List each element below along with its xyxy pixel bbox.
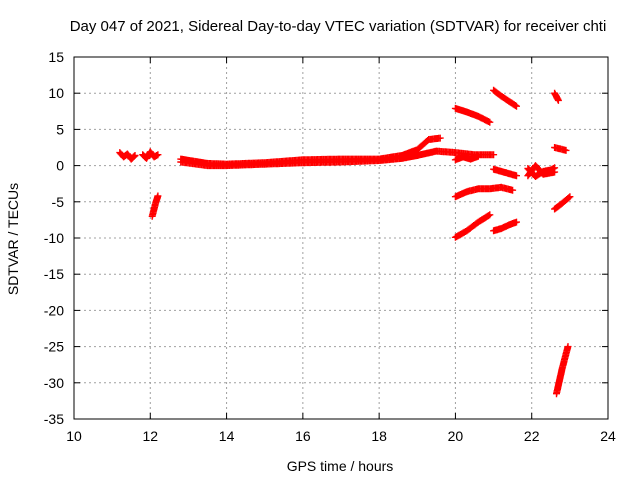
series-seg-b6 <box>451 211 494 241</box>
data-point-marks <box>451 104 494 126</box>
series-seg-c6 <box>553 343 572 398</box>
y-tick-label: -20 <box>44 302 64 318</box>
x-tick-label: 18 <box>371 428 387 444</box>
x-tick-label: 20 <box>448 428 464 444</box>
data-point-marks <box>177 147 498 170</box>
data-point-marks <box>490 218 520 235</box>
tick-label-layer: 10 12 14 16 18 20 22 24 15 10 5 0 -5 -10 -15 -20 -25 -30 -… <box>44 49 616 444</box>
series-seg-c4 <box>551 144 570 154</box>
series-seg-c3 <box>551 89 562 104</box>
y-tick-label: 5 <box>56 121 64 137</box>
series-seg-a3 <box>148 192 162 220</box>
series-seg-a1 <box>116 149 139 163</box>
y-tick-label: -5 <box>52 194 65 210</box>
y-tick-label: -25 <box>44 339 64 355</box>
x-tick-label: 10 <box>66 428 82 444</box>
y-tick-label: -10 <box>44 230 64 246</box>
series-seg-b1 <box>451 104 494 126</box>
data-point-marks <box>551 89 562 104</box>
y-tick-label: 0 <box>56 158 64 174</box>
data-point-marks <box>553 343 572 398</box>
series-seg-b5 <box>451 183 517 201</box>
tick-layer <box>73 56 609 420</box>
y-axis-label: SDTVAR / TECUs <box>5 183 21 295</box>
y-tick-label: -30 <box>44 375 64 391</box>
series-seg-b3 <box>451 152 482 164</box>
x-tick-label: 24 <box>600 428 616 444</box>
series-seg-a2 <box>139 148 162 162</box>
data-point-marks <box>116 149 139 163</box>
y-tick-label: -35 <box>44 411 64 427</box>
data-layer <box>116 86 574 398</box>
series-seg-b4 <box>490 165 520 180</box>
data-point-marks <box>490 165 520 180</box>
data-point-marks <box>524 162 559 180</box>
data-point-marks <box>451 183 517 201</box>
x-tick-label: 14 <box>219 428 235 444</box>
chart-title: Day 047 of 2021, Sidereal Day-to-day VTE… <box>70 18 607 35</box>
series-seg-c5 <box>551 193 574 213</box>
series-seg-c2 <box>524 162 559 180</box>
data-point-marks <box>451 152 482 164</box>
series-seg-b7 <box>490 218 520 235</box>
x-axis-label: GPS time / hours <box>287 458 394 474</box>
series-seg-main-2 <box>177 147 498 170</box>
y-tick-label: 10 <box>48 85 64 101</box>
x-tick-label: 22 <box>524 428 540 444</box>
grid-layer <box>74 57 608 419</box>
data-point-marks <box>451 211 494 241</box>
series-seg-b2 <box>490 86 520 110</box>
data-point-marks <box>148 192 162 220</box>
data-point-marks <box>551 193 574 213</box>
data-point-marks <box>139 148 162 162</box>
data-point-marks <box>490 86 520 110</box>
x-tick-label: 16 <box>295 428 311 444</box>
y-tick-label: 15 <box>48 49 64 65</box>
x-tick-label: 12 <box>142 428 158 444</box>
y-tick-label: -15 <box>44 266 64 282</box>
data-point-marks <box>551 144 570 154</box>
